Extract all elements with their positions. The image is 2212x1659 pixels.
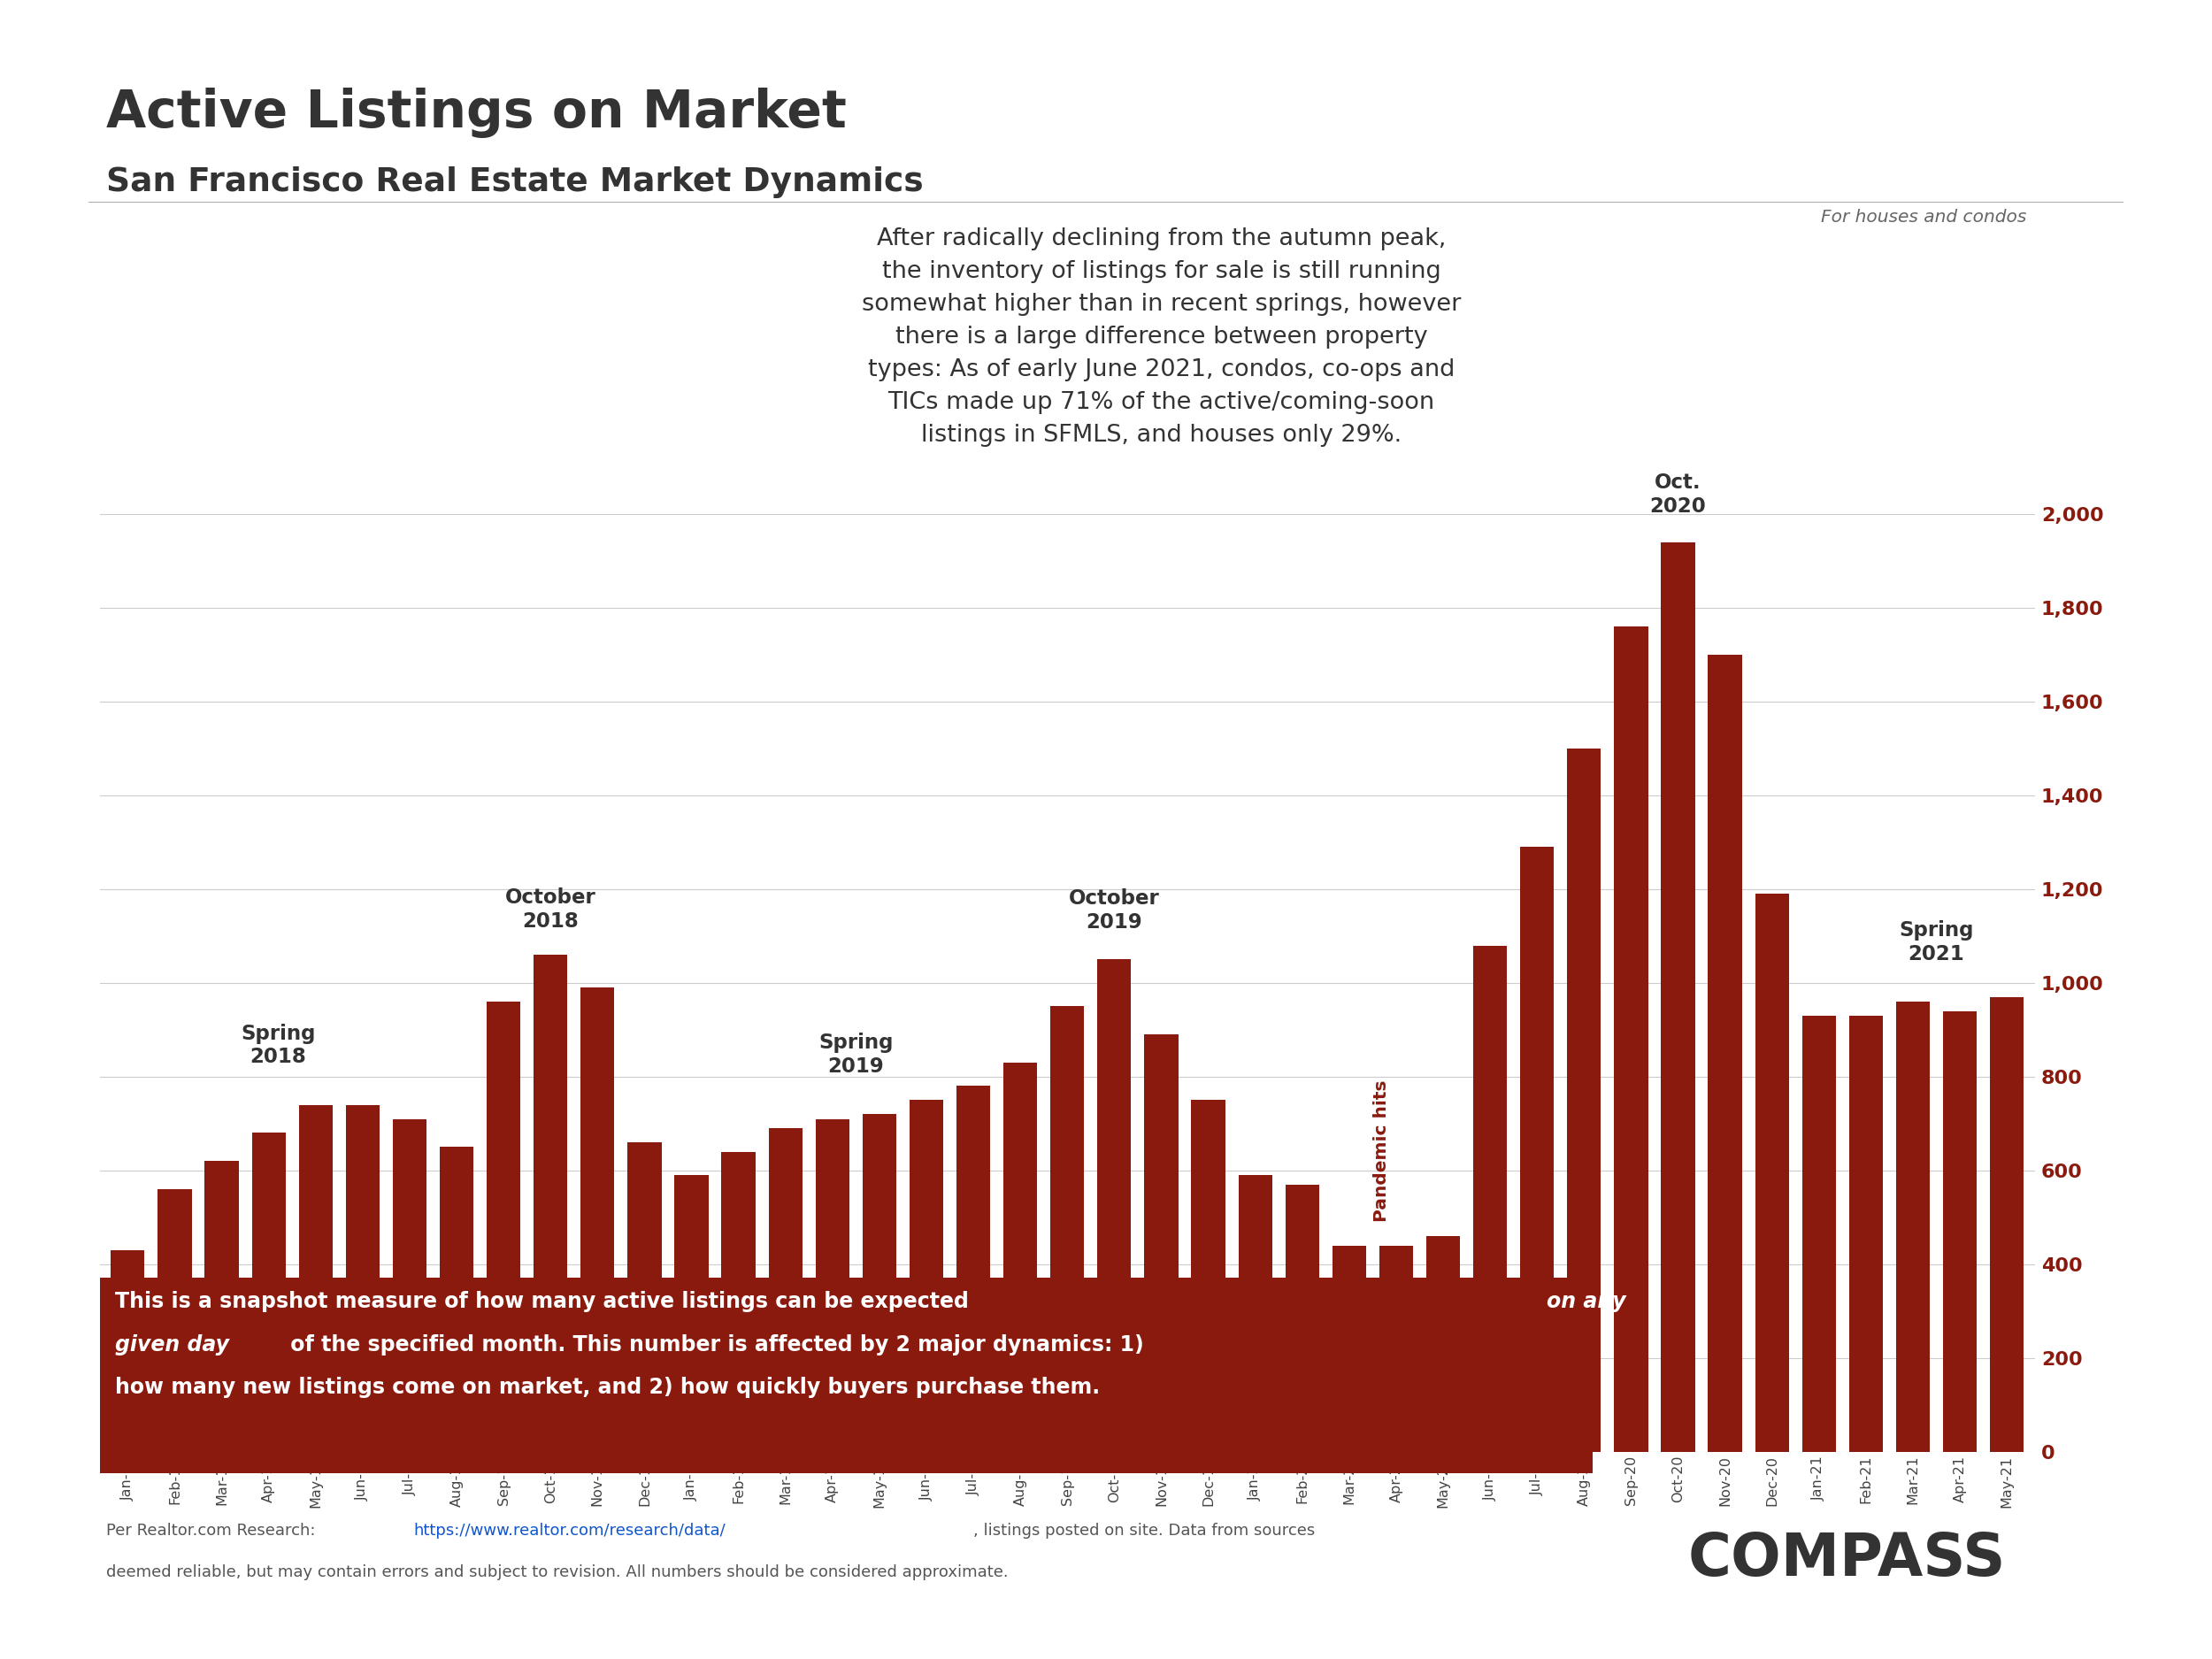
Text: Spring
2019: Spring 2019 [818,1034,894,1077]
Bar [440,1146,473,1452]
Text: , listings posted on site. Data from sources: , listings posted on site. Data from sou… [973,1523,1314,1540]
Bar [1473,946,1506,1452]
Bar [1520,848,1555,1452]
Bar [1332,1246,1367,1452]
Bar [1192,1100,1225,1452]
Bar [1427,1236,1460,1452]
Bar [721,1151,754,1452]
Bar [487,1002,520,1452]
Bar [1615,627,1648,1452]
Text: https://www.realtor.com/research/data/: https://www.realtor.com/research/data/ [414,1523,726,1540]
Bar [1004,1063,1037,1452]
Text: on any: on any [1546,1291,1626,1312]
Bar [1754,894,1790,1452]
Bar [816,1118,849,1452]
Bar [863,1115,896,1452]
Text: Oct.
2020: Oct. 2020 [1650,473,1705,516]
Bar [1803,1015,1836,1452]
Text: San Francisco Real Estate Market Dynamics: San Francisco Real Estate Market Dynamic… [106,166,922,197]
Text: This is a snapshot measure of how many active listings can be expected: This is a snapshot measure of how many a… [115,1291,975,1312]
Bar [1566,748,1601,1452]
Bar [1991,997,2024,1452]
Bar [1380,1246,1413,1452]
Text: After radically declining from the autumn peak,
the inventory of listings for sa: After radically declining from the autum… [863,227,1460,446]
Text: how many new listings come on market, and 2) how quickly buyers purchase them.: how many new listings come on market, an… [115,1377,1099,1399]
Bar [345,1105,380,1452]
Bar [1285,1185,1318,1452]
Text: Pandemic hits: Pandemic hits [1374,1080,1391,1223]
Bar [1849,1015,1882,1452]
Text: Spring
2018: Spring 2018 [241,1024,316,1067]
Bar [299,1105,332,1452]
Text: For houses and condos: For houses and condos [1820,209,2026,226]
Bar [157,1190,192,1452]
Bar [533,956,568,1452]
Text: October
2018: October 2018 [504,888,595,931]
Bar [1896,1002,1929,1452]
Bar [580,987,615,1452]
Text: October
2019: October 2019 [1068,889,1159,932]
Bar [1942,1010,1978,1452]
Text: Per Realtor.com Research:: Per Realtor.com Research: [106,1523,325,1540]
Text: of the specified month. This number is affected by 2 major dynamics: 1): of the specified month. This number is a… [283,1334,1144,1355]
Bar [394,1118,427,1452]
Bar [1708,655,1741,1452]
Bar [675,1175,708,1452]
Text: Spring
2021: Spring 2021 [1900,921,1973,964]
Bar [1051,1007,1084,1452]
Bar [628,1143,661,1452]
Text: given day: given day [115,1334,230,1355]
Bar [909,1100,942,1452]
Bar [1144,1035,1179,1452]
Bar [1239,1175,1272,1452]
Bar [252,1133,285,1452]
Bar [206,1161,239,1452]
Text: deemed reliable, but may contain errors and subject to revision. All numbers sho: deemed reliable, but may contain errors … [106,1564,1009,1581]
Text: COMPASS: COMPASS [1688,1530,2006,1589]
Bar [956,1087,991,1452]
Bar [1661,542,1694,1452]
Bar [768,1128,803,1452]
Bar [1097,959,1130,1452]
Text: Active Listings on Market: Active Listings on Market [106,88,847,138]
Bar [111,1251,144,1452]
